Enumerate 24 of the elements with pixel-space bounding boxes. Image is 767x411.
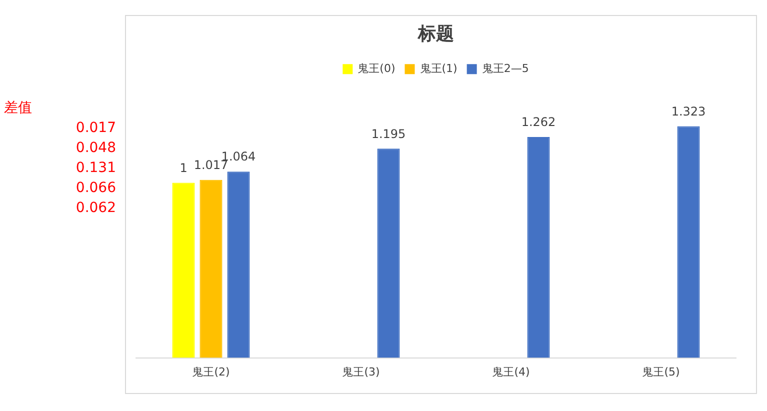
text: 0.017 bbox=[74, 119, 116, 138]
x-tick-label: 鬼王(2) bbox=[192, 365, 230, 378]
legend-label: 鬼王(1) bbox=[420, 62, 458, 75]
text: 0.131 bbox=[74, 159, 116, 178]
bar bbox=[172, 182, 195, 358]
bar bbox=[527, 136, 550, 358]
legend-label: 鬼王(0) bbox=[358, 62, 396, 75]
bar bbox=[227, 172, 250, 358]
text: 0.066 bbox=[74, 179, 116, 198]
x-tick-label: 鬼王(4) bbox=[492, 365, 530, 378]
text: 0.048 bbox=[74, 139, 116, 158]
data-label: 1 bbox=[180, 160, 188, 175]
bar bbox=[377, 148, 400, 358]
data-label: 1.262 bbox=[521, 115, 556, 130]
data-label: 1.323 bbox=[671, 104, 706, 118]
x-tick-label: 鬼王(3) bbox=[342, 365, 380, 378]
bar bbox=[677, 126, 700, 358]
legend-label: 鬼王2—5 bbox=[482, 62, 529, 75]
chart-title: 标题 bbox=[417, 23, 454, 44]
data-label: 1.195 bbox=[371, 126, 406, 141]
bar bbox=[200, 180, 222, 358]
x-tick-label: 鬼王(5) bbox=[642, 365, 680, 378]
text: 差值 bbox=[4, 99, 33, 118]
text: 0.062 bbox=[74, 199, 116, 218]
